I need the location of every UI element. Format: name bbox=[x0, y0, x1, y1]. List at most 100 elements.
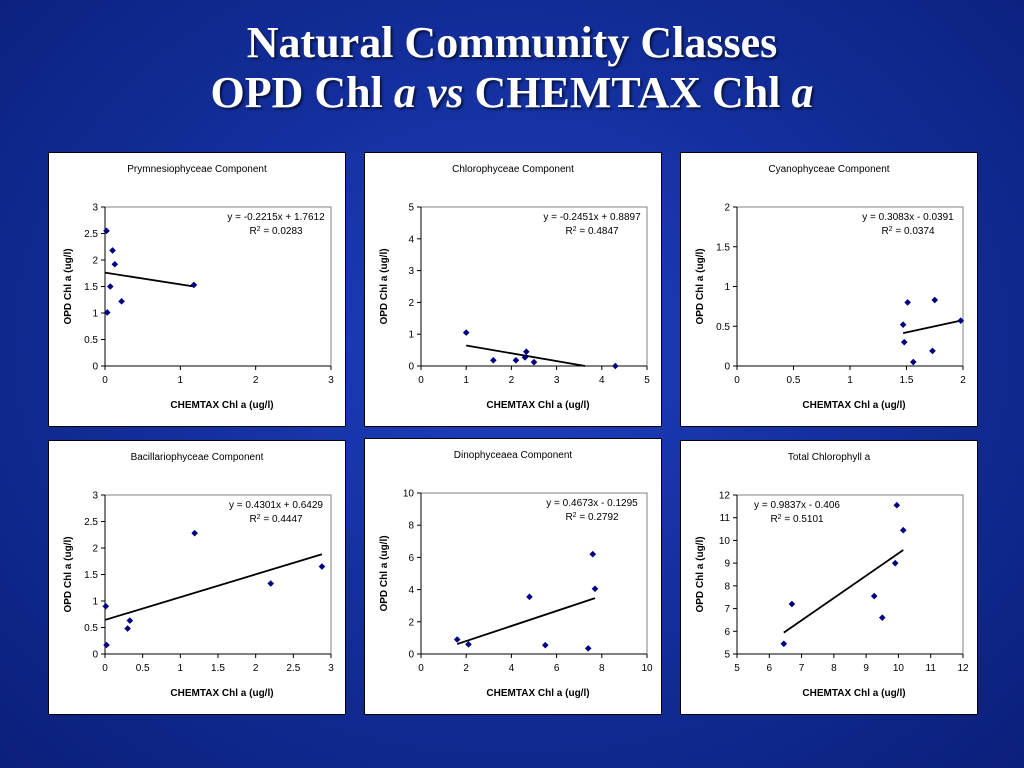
y-tick-label: 8 bbox=[724, 581, 730, 592]
x-tick-label: 6 bbox=[767, 663, 773, 674]
y-tick-label: 0 bbox=[724, 362, 730, 373]
x-tick-label: 8 bbox=[831, 663, 837, 674]
title-part-a: OPD Chl bbox=[210, 68, 394, 117]
x-tick-label: 2 bbox=[253, 375, 259, 386]
x-axis-label: CHEMTAX Chl a (ug/l) bbox=[486, 688, 589, 699]
x-tick-label: 1 bbox=[178, 663, 184, 674]
r-squared: R2 = 0.2792 bbox=[565, 512, 619, 524]
y-axis-label: OPD Chl a (ug/l) bbox=[63, 536, 74, 612]
chart-title: Prymnesiophyceae Component bbox=[127, 164, 267, 175]
r-squared: R2 = 0.5101 bbox=[770, 514, 824, 526]
data-point bbox=[957, 317, 965, 324]
data-point bbox=[523, 348, 530, 355]
trend-equation: y = 0.4301x + 0.6429 bbox=[229, 500, 323, 511]
y-tick-label: 6 bbox=[724, 627, 730, 638]
y-tick-label: 3 bbox=[92, 491, 98, 502]
chart-total-chlorophyll: Total Chlorophyll a 5 6 7 8 9 10 11 12 5 6 7 8 9 10 11 1… bbox=[695, 452, 969, 699]
chart-title: Total Chlorophyll a bbox=[788, 452, 871, 463]
data-point bbox=[106, 283, 114, 290]
x-tick-label: 4 bbox=[509, 663, 515, 674]
r-squared: R2 = 0.0283 bbox=[249, 226, 303, 238]
data-point bbox=[318, 563, 326, 570]
x-tick-label: 0.5 bbox=[136, 663, 150, 674]
x-tick-label: 0 bbox=[418, 663, 424, 674]
y-tick-label: 0 bbox=[92, 362, 98, 373]
x-tick-label: 4 bbox=[599, 375, 605, 386]
y-tick-label: 2.5 bbox=[84, 517, 98, 528]
x-tick-label: 0.5 bbox=[787, 375, 801, 386]
y-tick-label: 11 bbox=[720, 513, 731, 524]
chart-cyanophyceae: Cyanophyceae Component 0 0.5 1 1.5 2 0 0.5 1 1.5 2… bbox=[695, 164, 966, 411]
chart-panel-prymnesiophyceae: Prymnesiophyceae Component 0 1 2 3 0 0.5 1 1.5 2 2… bbox=[48, 152, 346, 427]
y-axis-label: OPD Chl a (ug/l) bbox=[379, 535, 390, 611]
data-point bbox=[909, 358, 917, 366]
data-point bbox=[490, 356, 497, 364]
trendline bbox=[902, 319, 961, 334]
y-tick-label: 2 bbox=[92, 256, 98, 267]
x-tick-label: 5 bbox=[734, 663, 740, 674]
x-tick-label: 3 bbox=[328, 375, 334, 386]
data-point bbox=[103, 227, 110, 235]
x-tick-label: 0 bbox=[734, 375, 740, 386]
data-point bbox=[589, 550, 597, 558]
x-tick-label: 11 bbox=[926, 663, 937, 674]
trend-equation: y = -0.2215x + 1.7612 bbox=[227, 212, 325, 223]
y-tick-label: 3 bbox=[92, 203, 98, 214]
y-axis-label: OPD Chl a (ug/l) bbox=[695, 248, 706, 324]
chart-prymnesiophyceae: Prymnesiophyceae Component 0 1 2 3 0 0.5 1 1.5 2 2… bbox=[63, 164, 334, 411]
y-tick-label: 10 bbox=[719, 536, 731, 547]
r-squared: R2 = 0.0374 bbox=[881, 226, 935, 238]
chart-title: Bacillariophyceae Component bbox=[131, 452, 264, 463]
y-tick-label: 0.5 bbox=[84, 335, 98, 346]
data-point bbox=[126, 617, 134, 624]
y-tick-label: 5 bbox=[724, 650, 730, 661]
slide-title-line1: Natural Community Classes bbox=[246, 18, 778, 67]
x-tick-label: 0 bbox=[102, 663, 108, 674]
r-squared: R2 = 0.4447 bbox=[249, 514, 303, 526]
y-tick-label: 0 bbox=[92, 650, 98, 661]
x-tick-label: 1 bbox=[463, 375, 469, 386]
chart-bacillariophyceae: Bacillariophyceae Component 0 0.5 1 1.5 2 2.5 3… bbox=[63, 452, 334, 699]
x-tick-label: 2 bbox=[253, 663, 259, 674]
data-point bbox=[526, 593, 533, 601]
x-tick-label: 3 bbox=[328, 663, 334, 674]
y-tick-label: 1.5 bbox=[716, 242, 730, 253]
y-tick-label: 8 bbox=[408, 521, 414, 532]
x-tick-label: 2 bbox=[509, 375, 515, 386]
chart-panel-chlorophyceae: Chlorophyceae Component 0 1 2 3 4 5 0 1 2 3 4 5 CHEMT… bbox=[364, 152, 662, 427]
y-tick-label: 3 bbox=[408, 266, 414, 277]
data-point bbox=[118, 298, 125, 305]
trendline bbox=[104, 553, 323, 621]
y-tick-label: 1.5 bbox=[84, 570, 98, 581]
y-tick-label: 9 bbox=[724, 559, 730, 570]
x-tick-label: 6 bbox=[554, 663, 560, 674]
data-point bbox=[521, 354, 529, 361]
x-tick-label: 5 bbox=[644, 375, 650, 386]
x-tick-label: 1 bbox=[178, 375, 184, 386]
trendline bbox=[783, 549, 904, 634]
y-tick-label: 6 bbox=[408, 553, 414, 564]
trend-equation: y = -0.2451x + 0.8897 bbox=[543, 212, 641, 223]
data-point bbox=[612, 362, 619, 370]
x-tick-label: 10 bbox=[893, 663, 905, 674]
x-tick-label: 2 bbox=[960, 375, 966, 386]
x-tick-label: 8 bbox=[599, 663, 605, 674]
data-point bbox=[103, 309, 111, 316]
trend-equation: y = 0.4673x - 0.1295 bbox=[546, 498, 638, 509]
y-tick-label: 2 bbox=[724, 203, 730, 214]
x-tick-label: 9 bbox=[863, 663, 869, 674]
trendline bbox=[104, 271, 195, 288]
x-tick-label: 1 bbox=[847, 375, 853, 386]
data-point bbox=[124, 625, 131, 632]
x-axis-label: CHEMTAX Chl a (ug/l) bbox=[170, 400, 273, 411]
trendline bbox=[456, 597, 596, 645]
plot-area bbox=[104, 494, 332, 655]
x-tick-label: 2 bbox=[463, 663, 469, 674]
y-tick-label: 0 bbox=[408, 650, 414, 661]
data-point bbox=[870, 592, 878, 600]
chart-panel-total-chlorophyll: Total Chlorophyll a 5 6 7 8 9 10 11 12 5 6 7 8 9 10 11 1… bbox=[680, 440, 978, 715]
x-tick-label: 7 bbox=[799, 663, 805, 674]
chart-panel-cyanophyceae: Cyanophyceae Component 0 0.5 1 1.5 2 0 0.5 1 1.5 2… bbox=[680, 152, 978, 427]
y-tick-label: 5 bbox=[408, 203, 414, 214]
x-tick-label: 1.5 bbox=[211, 663, 225, 674]
